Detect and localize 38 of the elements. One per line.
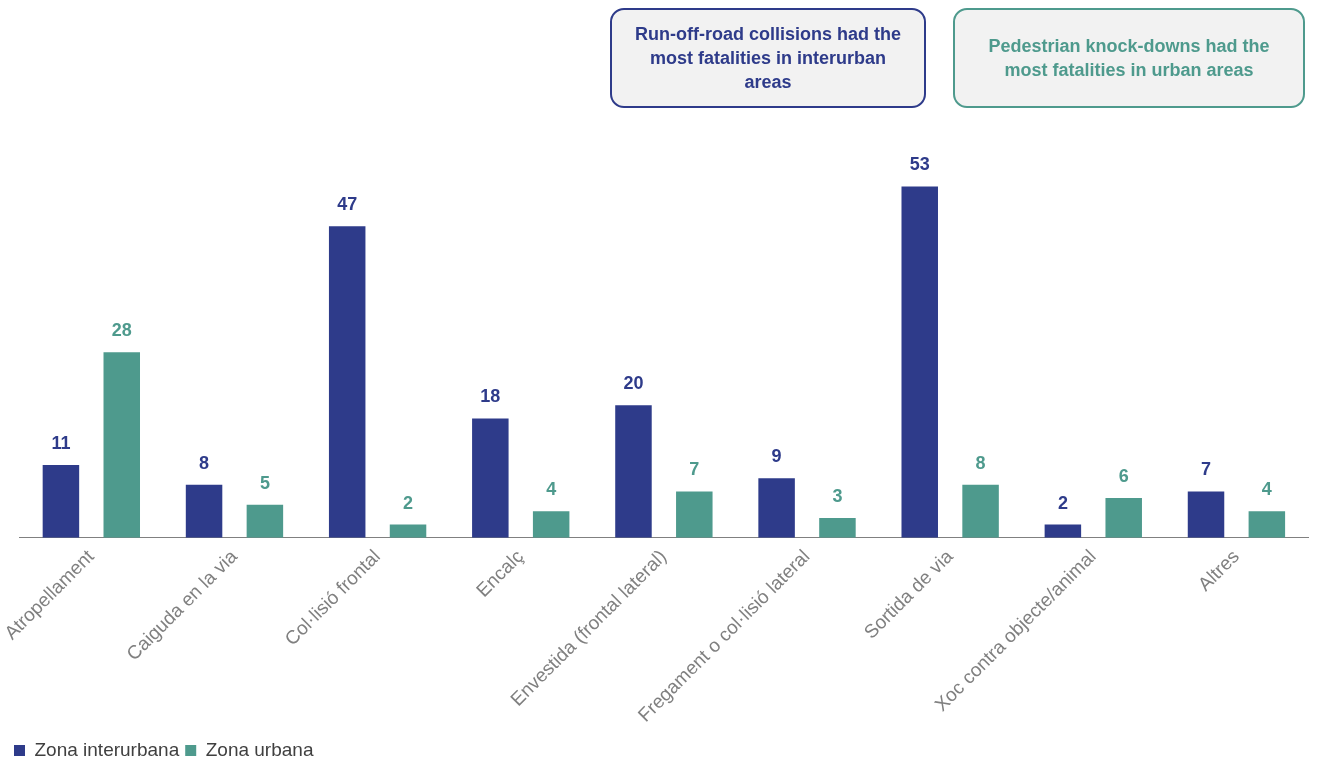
legend-label: Zona urbana	[205, 738, 314, 760]
bar	[103, 352, 140, 538]
data-label: 5	[259, 472, 270, 493]
data-label: 8	[975, 452, 986, 473]
data-label: 20	[623, 373, 644, 394]
data-label: 53	[909, 154, 930, 175]
bar	[1105, 498, 1142, 538]
data-label: 28	[111, 320, 132, 341]
data-label: 47	[337, 194, 358, 215]
text: Run-off-road collisions had the most fatalities in interurban areas	[610, 8, 926, 108]
bar	[901, 186, 938, 538]
text: Pedestrian knock-downs had the most fatalities in urban areas	[953, 8, 1305, 108]
data-label: 7	[689, 459, 700, 480]
bar	[615, 405, 652, 538]
data-label: 18	[480, 386, 501, 407]
bar	[246, 504, 284, 538]
bar	[328, 226, 366, 538]
bar	[962, 484, 999, 538]
data-label: 6	[1118, 466, 1129, 487]
data-label: 9	[771, 446, 782, 467]
data-label: 3	[832, 485, 843, 506]
data-label: 4	[1261, 479, 1272, 500]
bar	[1248, 511, 1286, 538]
bar	[532, 511, 570, 538]
data-label: 11	[51, 432, 71, 453]
bar	[42, 464, 80, 538]
bar	[185, 484, 223, 538]
data-label: 2	[403, 492, 414, 513]
data-label: 4	[546, 479, 557, 500]
bar	[472, 418, 509, 538]
data-label: 7	[1201, 459, 1212, 480]
bar	[1187, 491, 1225, 538]
bar	[676, 491, 713, 538]
data-label: 8	[199, 452, 210, 473]
bar	[758, 478, 795, 538]
bar	[819, 517, 856, 538]
legend-label: Zona interurbana	[34, 738, 180, 760]
data-label: 2	[1057, 492, 1068, 513]
